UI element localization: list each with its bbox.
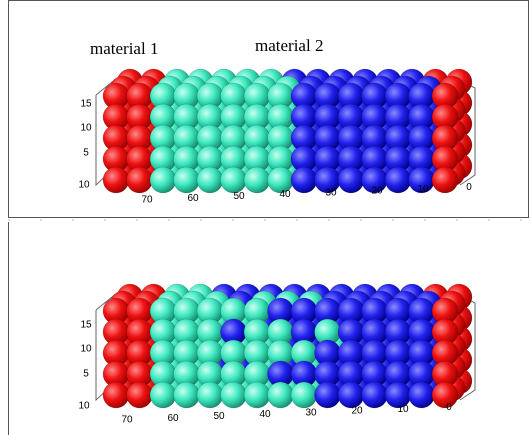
- x-tick-label: 0: [446, 402, 452, 413]
- x-tick-label: 70: [141, 195, 153, 206]
- particles: [103, 69, 472, 193]
- x-tick-label: 0: [466, 182, 472, 193]
- x-tick-label: 30: [305, 407, 317, 418]
- particle: [127, 167, 153, 193]
- y-tick-label: 10: [80, 344, 92, 355]
- x-tick-label: 30: [325, 187, 337, 198]
- particle: [103, 167, 129, 193]
- particle: [432, 167, 458, 193]
- particle: [197, 382, 223, 408]
- particle: [197, 167, 223, 193]
- particle: [432, 382, 458, 408]
- x-tick-label: 40: [279, 189, 291, 200]
- particle: [338, 382, 364, 408]
- material-label: material 2: [255, 36, 323, 55]
- y-tick-label: 15: [80, 320, 92, 331]
- y-tick-label: 10: [80, 123, 92, 134]
- panel: 15 10 5 10 70 60 50 40 30 20 10 0: [78, 284, 475, 426]
- particle: [385, 167, 411, 193]
- figure: 1510510706050403020100material 1material…: [0, 0, 531, 435]
- particle: [362, 382, 388, 408]
- y-tick-label: 10: [78, 401, 90, 412]
- particle: [174, 382, 200, 408]
- y-tick-label: 10: [78, 180, 90, 191]
- particle: [291, 167, 317, 193]
- particle: [103, 382, 129, 408]
- x-tick-label: 60: [187, 193, 199, 204]
- particle: [150, 382, 176, 408]
- particle: [268, 382, 294, 408]
- particle: [409, 382, 435, 408]
- particle: [221, 167, 247, 193]
- particle: [315, 382, 341, 408]
- particle: [244, 382, 270, 408]
- panel: 15 10 5 10 70 60 50 40 30 20 10 0 material 1 material…: [78, 36, 475, 206]
- particle: [291, 382, 317, 408]
- x-tick-label: 20: [371, 186, 383, 197]
- y-tick-label: 5: [83, 148, 89, 159]
- particle: [127, 382, 153, 408]
- particles: [103, 284, 472, 408]
- x-tick-label: 10: [397, 404, 409, 415]
- y-tick-label: 5: [83, 369, 89, 380]
- particle: [244, 167, 270, 193]
- x-tick-label: 50: [233, 191, 245, 202]
- x-tick-label: 10: [417, 184, 429, 195]
- y-tick-label: 15: [80, 99, 92, 110]
- particle: [150, 167, 176, 193]
- x-tick-label: 20: [351, 406, 363, 417]
- particle: [174, 167, 200, 193]
- x-tick-label: 50: [213, 411, 225, 422]
- particle: [338, 167, 364, 193]
- material-label: material 1: [90, 39, 158, 58]
- particle: [221, 382, 247, 408]
- x-tick-label: 70: [121, 415, 133, 426]
- x-tick-label: 40: [259, 409, 271, 420]
- x-tick-label: 60: [167, 413, 179, 424]
